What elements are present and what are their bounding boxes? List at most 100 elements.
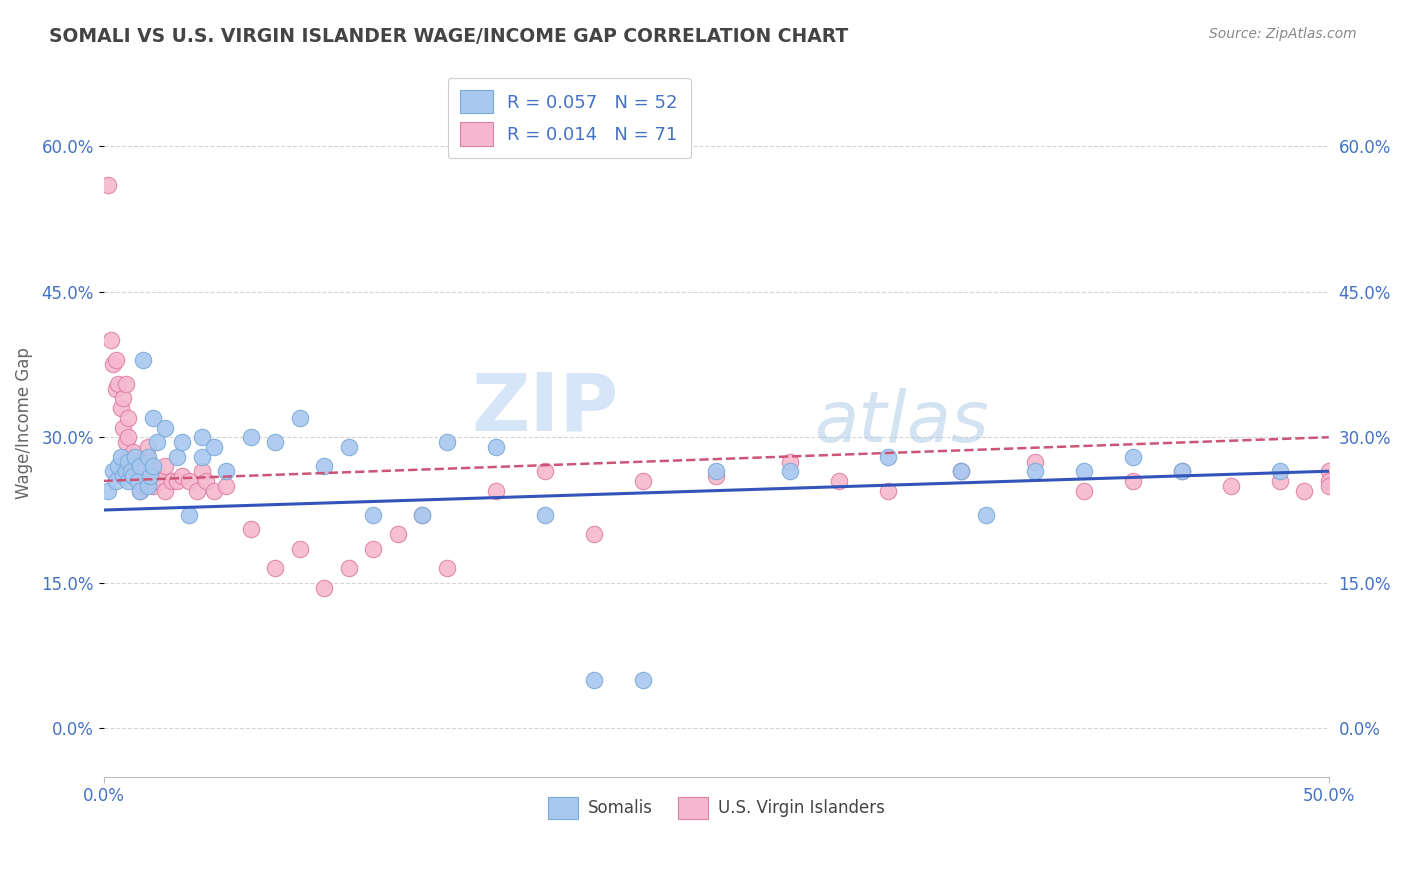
Point [264, 435, 287, 450]
Point [112, 392, 135, 406]
Point [411, 508, 433, 522]
Y-axis label: Wage/Income Gap: Wage/Income Gap [15, 347, 32, 499]
Point [215, 479, 238, 493]
Point [139, 474, 162, 488]
Point [142, 410, 165, 425]
Point [1024, 454, 1046, 468]
Point [117, 454, 139, 468]
Point [142, 459, 165, 474]
Point [166, 474, 188, 488]
Point [215, 464, 238, 478]
Point [97, 178, 120, 192]
Point [361, 541, 384, 556]
Point [153, 420, 176, 434]
Point [288, 541, 311, 556]
Point [1317, 474, 1340, 488]
Point [1219, 479, 1241, 493]
Point [136, 454, 159, 468]
Point [179, 474, 201, 488]
Point [195, 474, 218, 488]
Point [190, 430, 212, 444]
Point [1171, 464, 1194, 478]
Point [170, 435, 193, 450]
Point [136, 440, 159, 454]
Point [387, 527, 409, 541]
Point [104, 352, 127, 367]
Point [186, 483, 208, 498]
Point [779, 454, 801, 468]
Point [122, 445, 145, 459]
Point [974, 508, 997, 522]
Legend: Somalis, U.S. Virgin Islanders: Somalis, U.S. Virgin Islanders [541, 790, 891, 825]
Point [160, 474, 183, 488]
Point [129, 464, 152, 478]
Point [122, 469, 145, 483]
Point [1024, 464, 1046, 478]
Point [104, 382, 127, 396]
Point [107, 376, 129, 391]
Point [179, 508, 201, 522]
Point [114, 376, 136, 391]
Point [704, 464, 727, 478]
Point [166, 450, 188, 464]
Point [1073, 464, 1095, 478]
Point [314, 581, 336, 595]
Point [436, 561, 458, 575]
Point [97, 483, 120, 498]
Point [950, 464, 973, 478]
Point [114, 464, 136, 478]
Point [124, 450, 146, 464]
Point [1122, 474, 1144, 488]
Point [114, 435, 136, 450]
Point [142, 479, 165, 493]
Point [129, 459, 152, 474]
Point [120, 454, 142, 468]
Point [110, 450, 132, 464]
Point [631, 673, 654, 687]
Point [1317, 479, 1340, 493]
Point [314, 459, 336, 474]
Point [146, 435, 169, 450]
Point [704, 469, 727, 483]
Point [103, 358, 125, 372]
Point [142, 464, 165, 478]
Point [127, 474, 149, 488]
Point [117, 474, 139, 488]
Point [533, 508, 555, 522]
Point [139, 469, 162, 483]
Point [104, 474, 127, 488]
Point [112, 469, 135, 483]
Point [132, 479, 155, 493]
Point [153, 459, 176, 474]
Point [190, 464, 212, 478]
Point [202, 483, 225, 498]
Point [117, 450, 139, 464]
Point [828, 474, 851, 488]
Point [136, 450, 159, 464]
Point [112, 420, 135, 434]
Point [129, 483, 152, 498]
Point [411, 508, 433, 522]
Point [134, 479, 156, 493]
Point [170, 469, 193, 483]
Point [582, 527, 605, 541]
Point [239, 430, 262, 444]
Point [122, 459, 145, 474]
Point [288, 410, 311, 425]
Point [107, 459, 129, 474]
Point [127, 454, 149, 468]
Point [876, 450, 898, 464]
Point [950, 464, 973, 478]
Point [1122, 450, 1144, 464]
Point [202, 440, 225, 454]
Point [1294, 483, 1316, 498]
Point [1268, 474, 1291, 488]
Point [117, 410, 139, 425]
Point [143, 474, 166, 488]
Point [485, 483, 508, 498]
Text: SOMALI VS U.S. VIRGIN ISLANDER WAGE/INCOME GAP CORRELATION CHART: SOMALI VS U.S. VIRGIN ISLANDER WAGE/INCO… [49, 27, 848, 45]
Point [337, 561, 360, 575]
Point [117, 430, 139, 444]
Point [146, 469, 169, 483]
Point [533, 464, 555, 478]
